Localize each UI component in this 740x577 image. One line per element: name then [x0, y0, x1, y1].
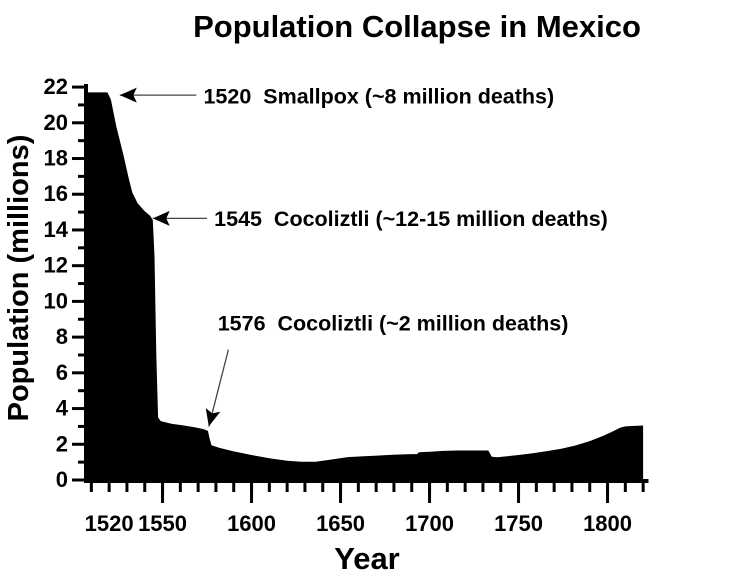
y-tick-label: 12 [44, 253, 68, 278]
annotation-arrowhead [119, 87, 137, 103]
annotation-arrowhead [152, 210, 170, 226]
x-tick-label: 1700 [405, 511, 454, 536]
x-tick-label: 1750 [494, 511, 543, 536]
annotation-text-0: 1520 Smallpox (~8 million deaths) [203, 85, 554, 109]
y-tick-label: 14 [44, 217, 69, 242]
y-tick-label: 0 [56, 467, 68, 492]
y-tick-label: 20 [44, 110, 68, 135]
x-tick-label: 1800 [583, 511, 632, 536]
y-tick-label: 22 [44, 74, 68, 99]
y-axis-title: Population (millions) [3, 135, 35, 422]
annotation-arrowhead [205, 408, 221, 427]
annotation-text-2: 1576 Cocoliztli (~2 million deaths) [218, 311, 569, 335]
x-tick-label: 1600 [227, 511, 276, 536]
y-tick-label: 10 [44, 288, 68, 313]
chart-title: Population Collapse in Mexico [193, 9, 641, 44]
y-tick-label: 18 [44, 146, 68, 171]
x-tick-label: 1550 [138, 511, 187, 536]
population-area-series [86, 92, 644, 481]
y-tick-label: 4 [56, 396, 69, 421]
x-tick-label: 1650 [316, 511, 365, 536]
x-axis-title: Year [334, 541, 400, 576]
y-tick-label: 2 [56, 431, 68, 456]
y-tick-label: 8 [56, 324, 68, 349]
plot-area: 0 2 4 6 8 10 12 14 16 18 20 22 1520 1550 1600 1650 1700 1… [44, 74, 649, 536]
y-tick-label: 16 [44, 181, 68, 206]
x-tick-label: 1520 [85, 511, 134, 536]
annotation-text-1: 1545 Cocoliztli (~12-15 million deaths) [214, 207, 608, 231]
y-tick-label: 6 [56, 360, 68, 385]
